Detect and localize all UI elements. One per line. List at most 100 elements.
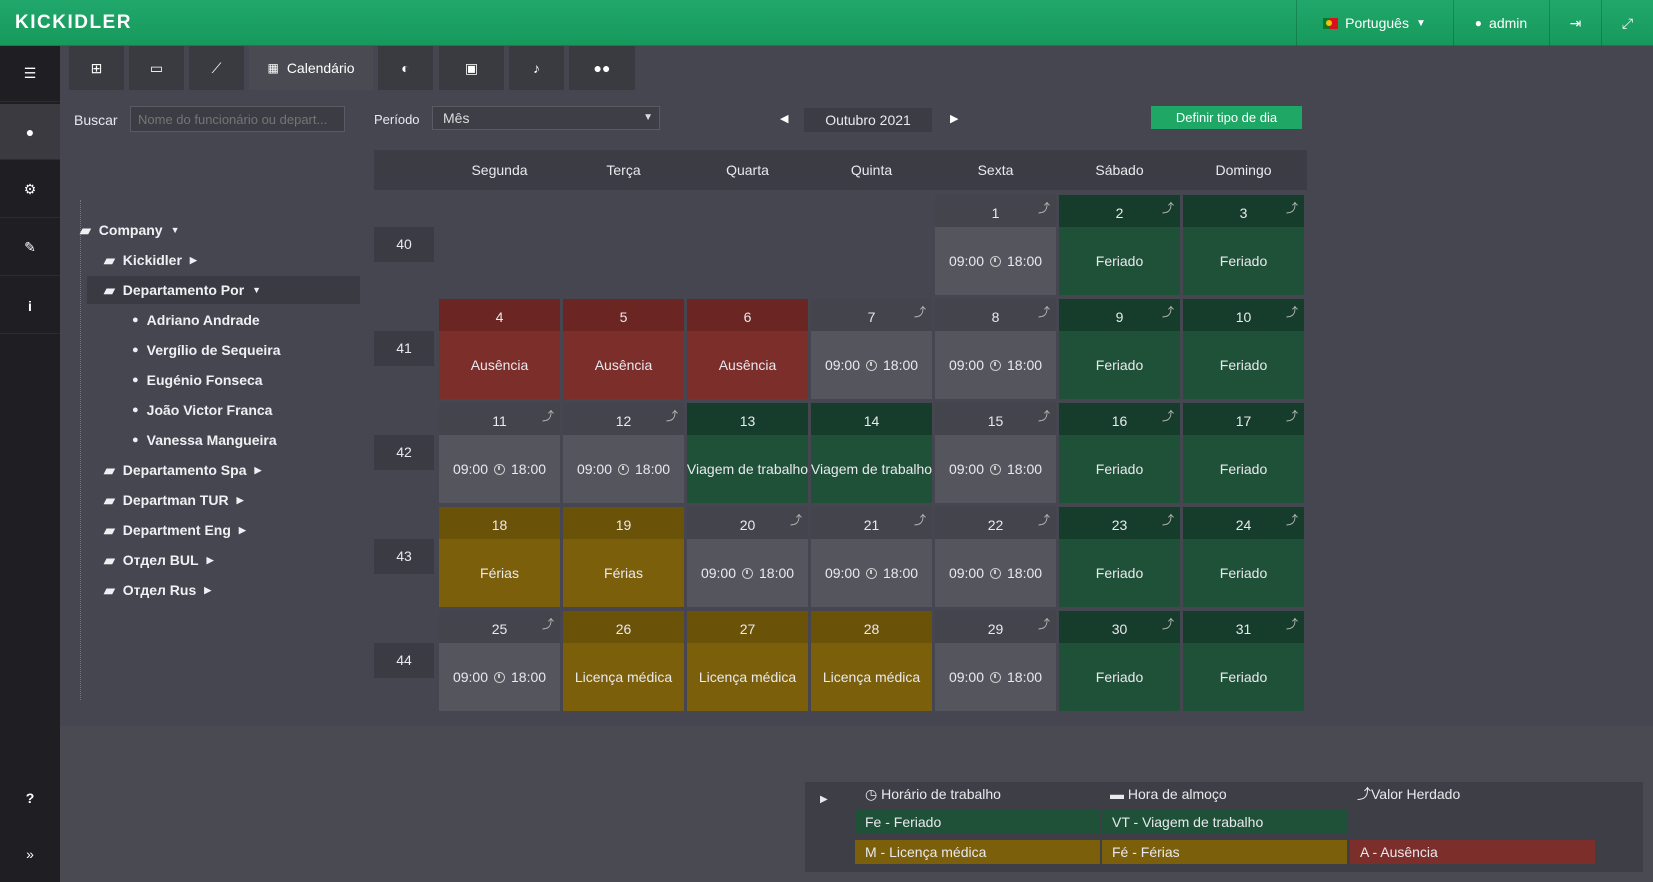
tree-employee[interactable]: ● Adriano Andrade bbox=[132, 306, 260, 334]
calendar-day[interactable]: 31 ⤴ Feriado bbox=[1183, 611, 1304, 711]
tree-item-departman-tur[interactable]: ▰ Departman TUR ▶ bbox=[104, 486, 244, 514]
calendar-day[interactable]: 13 Viagem de trabalho bbox=[687, 403, 808, 503]
sidebar-item-employees[interactable]: ● bbox=[0, 104, 60, 160]
tree-item-otdel-bul[interactable]: ▰ Отдел BUL ▶ bbox=[104, 546, 214, 574]
work-end: 18:00 bbox=[511, 669, 547, 685]
week-number: 41 bbox=[374, 331, 434, 366]
define-day-type-button[interactable]: Definir tipo de dia bbox=[1151, 106, 1302, 129]
calendar-day[interactable]: 29 ⤴ 09:00 18:00 bbox=[935, 611, 1056, 711]
calendar-day[interactable]: 19 Férias bbox=[563, 507, 684, 607]
legend-vacation: Fé - Férias bbox=[1102, 840, 1347, 864]
calendar-day[interactable]: 21 ⤴ 09:00 18:00 bbox=[811, 507, 932, 607]
calendar-day[interactable]: 8 ⤴ 09:00 18:00 bbox=[935, 299, 1056, 399]
tree-label: Vergílio de Sequeira bbox=[146, 342, 281, 358]
calendar-day[interactable]: 5 Ausência bbox=[563, 299, 684, 399]
calendar-day[interactable]: 12 ⤴ 09:00 18:00 bbox=[563, 403, 684, 503]
day-content: Feriado bbox=[1219, 669, 1268, 685]
period-select[interactable]: Mês ▼ bbox=[432, 106, 660, 130]
day-content: Ausência bbox=[594, 357, 653, 373]
tab-calendar[interactable]: ▦ Calendário bbox=[249, 46, 373, 90]
calendar-day[interactable]: 18 Férias bbox=[439, 507, 560, 607]
inherited-arrow-icon: ⤴ bbox=[913, 305, 926, 319]
day-number: 13 bbox=[687, 403, 808, 435]
calendar-day[interactable]: 9 ⤴ Feriado bbox=[1059, 299, 1180, 399]
tab-charts[interactable]: ⟋ bbox=[189, 46, 244, 90]
clock-icon bbox=[990, 463, 1001, 475]
calendar-day[interactable]: 15 ⤴ 09:00 18:00 bbox=[935, 403, 1056, 503]
tab-monitor[interactable]: ▭ bbox=[129, 46, 184, 90]
tree-item-otdel-rus[interactable]: ▰ Отдел Rus ▶ bbox=[104, 576, 211, 604]
user-menu[interactable]: ● admin bbox=[1453, 0, 1548, 46]
legend-toggle[interactable]: ▶ bbox=[820, 794, 828, 805]
tree-item-kickidler[interactable]: ▰ Kickidler ▶ bbox=[104, 246, 197, 274]
tree-employee[interactable]: ● Vergílio de Sequeira bbox=[132, 336, 280, 364]
calendar-day[interactable]: 6 Ausência bbox=[687, 299, 808, 399]
org-icon: ⊞ bbox=[90, 59, 103, 76]
tree-label: Department Eng bbox=[122, 522, 231, 538]
logout-button[interactable]: ⇥ bbox=[1549, 0, 1601, 46]
sidebar-item-tools[interactable]: ✎ bbox=[0, 220, 60, 276]
inherited-arrow-icon: ⤴ bbox=[1285, 409, 1298, 423]
sidebar-item-settings[interactable]: ⚙ bbox=[0, 162, 60, 218]
calendar-day[interactable]: 27 Licença médica bbox=[687, 611, 808, 711]
tree-employee[interactable]: ● João Victor Franca bbox=[132, 396, 272, 424]
calendar-day[interactable]: 4 Ausência bbox=[439, 299, 560, 399]
tree-root-company[interactable]: ▰ Company ▼ bbox=[80, 216, 180, 244]
calendar-day[interactable]: 17 ⤴ Feriado bbox=[1183, 403, 1304, 503]
tree-employee[interactable]: ● Eugénio Fonseca bbox=[132, 366, 263, 394]
calendar-day[interactable]: 26 Licença médica bbox=[563, 611, 684, 711]
gears-icon: ⚙ bbox=[23, 181, 37, 197]
tab-toggle[interactable]: ◐ bbox=[378, 46, 433, 90]
calendar-day[interactable]: 7 ⤴ 09:00 18:00 bbox=[811, 299, 932, 399]
day-content: Feriado bbox=[1219, 357, 1268, 373]
tab-notifications[interactable]: ♪ bbox=[509, 46, 564, 90]
app-logo[interactable]: KICKIDLER bbox=[15, 12, 132, 33]
tree-item-departamento-spa[interactable]: ▰ Departamento Spa ▶ bbox=[104, 456, 261, 484]
tree-item-department-eng[interactable]: ▰ Department Eng ▶ bbox=[104, 516, 246, 544]
tree-employee[interactable]: ● Vanessa Mangueira bbox=[132, 426, 277, 454]
calendar-day[interactable]: 16 ⤴ Feriado bbox=[1059, 403, 1180, 503]
calendar-day[interactable]: 20 ⤴ 09:00 18:00 bbox=[687, 507, 808, 607]
folder-open-icon: ▰ bbox=[80, 221, 91, 238]
calendar-day[interactable]: 30 ⤴ Feriado bbox=[1059, 611, 1180, 711]
calendar-day[interactable]: 1 ⤴ 09:00 18:00 bbox=[935, 195, 1056, 295]
day-number: 15 bbox=[935, 403, 1056, 435]
day-number: 18 bbox=[439, 507, 560, 539]
expand-sidebar-button[interactable]: » bbox=[0, 826, 60, 882]
calendar-day[interactable]: 23 ⤴ Feriado bbox=[1059, 507, 1180, 607]
day-number: 14 bbox=[811, 403, 932, 435]
work-start: 09:00 bbox=[700, 565, 736, 581]
calendar-day[interactable]: 11 ⤴ 09:00 18:00 bbox=[439, 403, 560, 503]
calendar-day[interactable]: 22 ⤴ 09:00 18:00 bbox=[935, 507, 1056, 607]
day-number: 23 bbox=[1059, 507, 1180, 539]
sidebar-item-list[interactable]: ☰ bbox=[0, 46, 60, 102]
day-number: 20 bbox=[687, 507, 808, 539]
tree-label: Departamento Spa bbox=[122, 462, 247, 478]
calendar-day[interactable]: 2 ⤴ Feriado bbox=[1059, 195, 1180, 295]
calendar-day[interactable]: 3 ⤴ Feriado bbox=[1183, 195, 1304, 295]
calendar-day[interactable]: 24 ⤴ Feriado bbox=[1183, 507, 1304, 607]
caret-down-icon: ▼ bbox=[170, 225, 180, 235]
monitor-icon: ▭ bbox=[149, 59, 164, 76]
search-label: Buscar bbox=[74, 112, 118, 128]
search-input[interactable] bbox=[130, 106, 345, 132]
legend-inherited: ⤴Valor Herdado bbox=[1357, 786, 1461, 802]
calendar-day[interactable]: 10 ⤴ Feriado bbox=[1183, 299, 1304, 399]
info-icon: i bbox=[28, 297, 32, 314]
language-selector[interactable]: Português ▼ bbox=[1296, 0, 1452, 46]
calendar-day[interactable]: 14 Viagem de trabalho bbox=[811, 403, 932, 503]
tab-id-card[interactable]: ▣ bbox=[439, 46, 504, 90]
tree-item-departamento-por[interactable]: ▰ Departamento Por ▼ bbox=[87, 276, 360, 304]
sidebar-item-info[interactable]: i bbox=[0, 278, 60, 334]
tab-users[interactable]: ●● bbox=[569, 46, 635, 90]
weekday-label: Domingo bbox=[1215, 162, 1272, 178]
prev-month-button[interactable]: ◀ bbox=[780, 113, 789, 125]
calendar-day[interactable]: 28 Licença médica bbox=[811, 611, 932, 711]
help-button[interactable]: ? bbox=[0, 770, 60, 826]
calendar-day[interactable]: 25 ⤴ 09:00 18:00 bbox=[439, 611, 560, 711]
clock-icon bbox=[866, 567, 877, 579]
fullscreen-button[interactable]: ⤢ bbox=[1601, 0, 1653, 46]
day-content: 09:00 18:00 bbox=[811, 331, 932, 399]
tab-org-structure[interactable]: ⊞ bbox=[69, 46, 124, 90]
next-month-button[interactable]: ▶ bbox=[950, 113, 959, 125]
